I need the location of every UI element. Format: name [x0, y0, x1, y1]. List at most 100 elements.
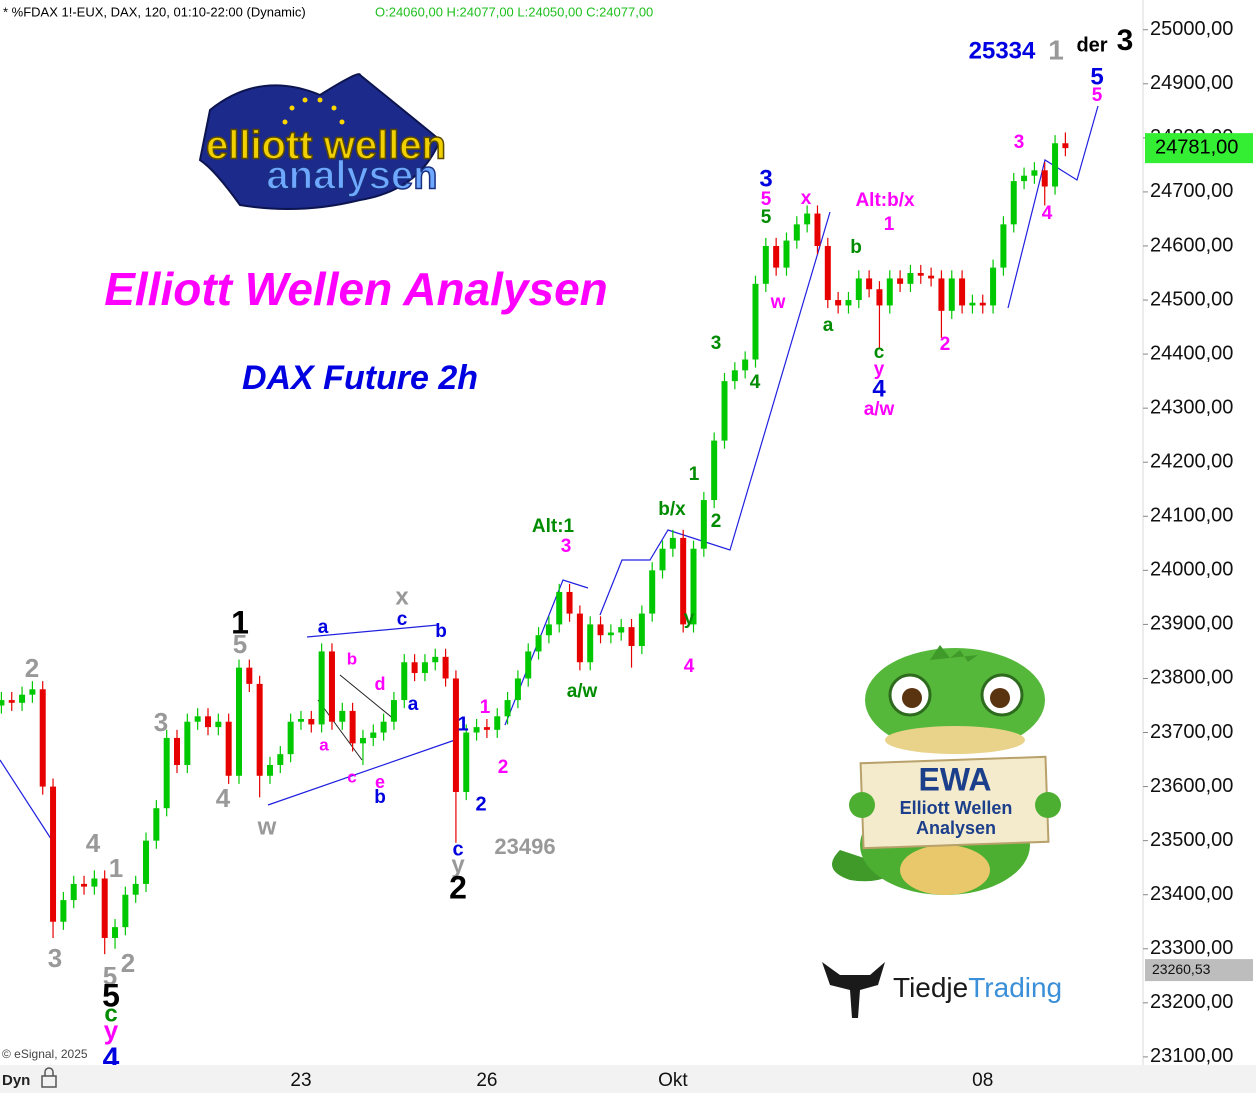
- wave-label: 3: [1117, 24, 1134, 57]
- candle-body: [401, 662, 408, 701]
- wave-label: 5: [1092, 85, 1103, 106]
- logo-line1: elliott wellen: [206, 124, 446, 168]
- logo: elliott wellen analysen: [198, 73, 447, 210]
- candle-body: [628, 627, 635, 647]
- candle-body: [308, 719, 315, 725]
- wave-label: c: [397, 609, 408, 630]
- candle-body: [442, 656, 449, 679]
- mascot-line1: Elliott Wellen: [900, 798, 1013, 818]
- candle-body: [184, 721, 191, 765]
- candle-body: [473, 727, 480, 733]
- candle-body: [81, 883, 88, 887]
- copyright: © eSignal, 2025: [2, 1047, 88, 1061]
- candle-body: [804, 213, 811, 225]
- candle-body: [845, 300, 852, 306]
- trend-line: [0, 759, 56, 846]
- mascot-spikes: [930, 645, 978, 662]
- candle-body: [432, 656, 439, 663]
- wave-label: a/w: [567, 681, 598, 702]
- wave-line: [339, 674, 396, 721]
- candle-body: [814, 213, 821, 246]
- candle-body: [0, 700, 5, 706]
- candle-body: [256, 683, 263, 776]
- candle-body: [246, 667, 253, 684]
- candle-body: [297, 719, 304, 722]
- logo-flag: [198, 73, 442, 210]
- mascot-big: EWA: [919, 761, 992, 797]
- mascot-pupil: [902, 688, 922, 708]
- trend-line: [1007, 105, 1099, 309]
- candle-body: [1000, 224, 1007, 268]
- chart-title: * %FDAX 1!-EUX, DAX, 120, 01:10-22:00 (D…: [3, 4, 306, 19]
- candle-body: [1062, 143, 1069, 149]
- candle-body: [421, 662, 428, 674]
- wave-label: 2: [940, 334, 951, 355]
- wave-label: 4: [872, 375, 886, 402]
- candle-body: [556, 591, 563, 625]
- candle-body: [1031, 170, 1038, 176]
- y-tick-label: 23300,00: [1150, 937, 1233, 959]
- y-tick-label: 23800,00: [1150, 667, 1233, 689]
- candle-body: [494, 716, 501, 730]
- candle-body: [349, 710, 356, 744]
- wave-label: e: [375, 772, 385, 792]
- wave-label: 2: [711, 511, 722, 532]
- candle-body: [452, 678, 459, 792]
- candle-body: [370, 732, 377, 738]
- wave-label: 2: [25, 653, 39, 683]
- candle-body: [618, 627, 625, 633]
- candle-body: [153, 808, 160, 841]
- y-tick-label: 23700,00: [1150, 721, 1233, 743]
- x-axis-strip: [0, 1065, 1256, 1093]
- candle-body: [876, 289, 883, 306]
- wave-label: 4: [86, 828, 101, 858]
- brand-part1: Tiedje: [893, 972, 968, 1003]
- wave-label: 4: [216, 783, 231, 813]
- candle-body: [959, 278, 966, 306]
- y-tick-label: 23900,00: [1150, 613, 1233, 635]
- candle-body: [194, 716, 201, 722]
- mascot-hand: [1035, 792, 1061, 818]
- wave-label: d: [375, 674, 386, 694]
- wave-label: a: [319, 735, 329, 754]
- wave-label: 5: [102, 977, 120, 1013]
- candle-body: [60, 900, 67, 922]
- candle-body: [587, 624, 594, 663]
- candle-body: [339, 710, 346, 722]
- wave-label: c: [874, 342, 885, 363]
- brand-text: TiedjeTrading: [893, 972, 1062, 1003]
- candle-body: [762, 245, 769, 284]
- candle-body: [990, 267, 997, 306]
- y-tick-label: 23500,00: [1150, 829, 1233, 851]
- last-price-box: [1145, 133, 1253, 164]
- candle-body: [866, 278, 873, 290]
- mascot-belly: [900, 845, 990, 895]
- y-tick-label: 24400,00: [1150, 342, 1233, 364]
- candle-body: [504, 700, 511, 717]
- wave-label: 3: [48, 943, 62, 973]
- y-tick-label: 23200,00: [1150, 991, 1233, 1013]
- logo-stars: [282, 97, 345, 125]
- trend-line: [504, 579, 589, 726]
- candle-body: [969, 302, 976, 306]
- wave-label: x: [801, 188, 812, 209]
- wave-label: 5: [761, 207, 772, 228]
- wave-label: 1: [1048, 34, 1064, 65]
- candle-body: [287, 721, 294, 755]
- candle-body: [886, 278, 893, 306]
- candle-body: [752, 283, 759, 360]
- candle-body: [535, 635, 542, 652]
- y-tick-label: 24900,00: [1150, 72, 1233, 94]
- mascot: EWA Elliott Wellen Analysen: [832, 645, 1061, 895]
- trend-line: [599, 211, 831, 616]
- wave-label: 25334: [969, 37, 1036, 64]
- candle-body: [742, 359, 749, 371]
- candle-body: [721, 381, 728, 441]
- candle-body: [101, 878, 108, 938]
- candle-body: [235, 667, 242, 776]
- candle-body: [907, 273, 914, 284]
- wave-label: b: [374, 787, 386, 808]
- candle-body: [380, 721, 387, 733]
- wave-label: 1: [457, 713, 468, 735]
